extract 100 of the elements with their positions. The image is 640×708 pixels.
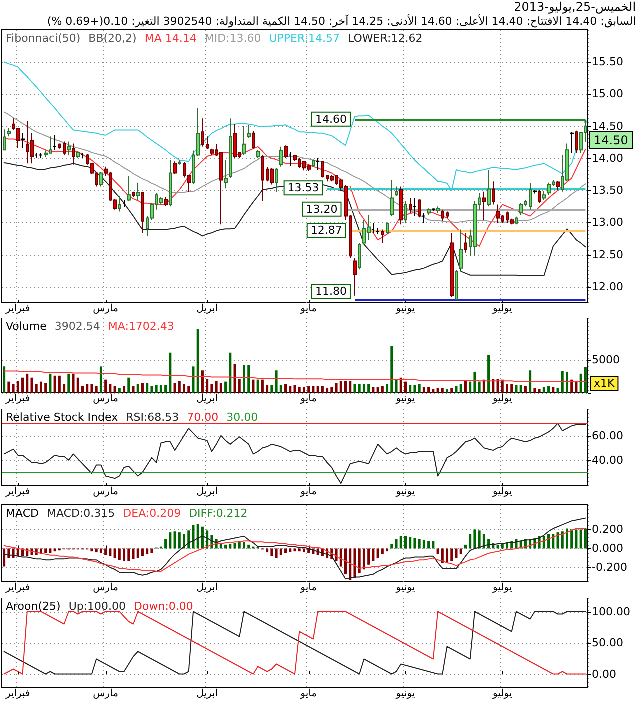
- bar: [464, 381, 467, 393]
- x-tick-label: فبراير: [4, 688, 31, 700]
- bar: [114, 386, 116, 393]
- x-tick-label: مايو: [300, 688, 318, 700]
- bar: [450, 388, 454, 393]
- bar: [95, 548, 98, 553]
- bar: [515, 385, 518, 393]
- y-tick-label: 12.50: [592, 248, 624, 262]
- y-tick-label: 13.00: [592, 216, 624, 230]
- bar: [136, 384, 140, 393]
- candlestick: [132, 191, 135, 198]
- y-tick-label: 14.00: [592, 152, 624, 165]
- candlestick: [330, 174, 334, 182]
- y-tick-label: 50.00: [592, 636, 624, 650]
- candlestick: [533, 189, 537, 194]
- candlestick: [141, 192, 144, 234]
- candlestick: [247, 124, 251, 140]
- bar: [49, 374, 52, 393]
- bar: [450, 548, 454, 562]
- bar: [136, 548, 140, 558]
- bar: [298, 387, 301, 393]
- bar: [123, 386, 126, 393]
- bar: [229, 352, 232, 393]
- text: DEA:0.209: [123, 507, 182, 520]
- y-tick-label: 0.00: [592, 668, 616, 681]
- line-series: [4, 528, 586, 572]
- bar: [132, 548, 135, 560]
- ref-line-label: 11.80: [315, 285, 347, 298]
- bar: [469, 382, 472, 393]
- bar: [390, 544, 394, 549]
- bar: [128, 378, 130, 393]
- bar: [542, 387, 546, 393]
- x-tick-label: فبراير: [4, 394, 31, 404]
- bar: [492, 379, 495, 393]
- candlestick: [376, 228, 380, 235]
- candlestick: [279, 146, 283, 168]
- bar: [54, 376, 56, 393]
- candlestick: [169, 160, 172, 208]
- y-tick-label: 0.000: [592, 542, 624, 556]
- series-label: DIFF:0.212: [189, 507, 248, 520]
- candlestick: [450, 232, 454, 298]
- bar: [368, 384, 370, 393]
- bar: [284, 548, 288, 554]
- candlestick: [556, 180, 560, 190]
- chart-subtitle: السابق: 14.40 الافتتاح: 14.40 الأعلى: 14.60 الأدنى: 14.25 آخر: 14.50 الكمية المتداولة: 3902540 التغير: 0.10(+0.69 %): [47, 14, 636, 28]
- bar: [548, 534, 550, 549]
- candlestick: [81, 152, 84, 159]
- candlestick: [492, 181, 495, 206]
- bar: [469, 534, 472, 549]
- candlestick: [353, 258, 357, 296]
- candlestick: [542, 190, 546, 201]
- y-tick-label: -0.200: [592, 561, 628, 574]
- candlestick: [441, 209, 444, 222]
- bar: [395, 380, 398, 393]
- bar: [381, 386, 384, 393]
- bar: [104, 380, 108, 393]
- bar: [501, 380, 504, 393]
- bar: [400, 378, 402, 393]
- bar: [109, 548, 112, 556]
- bar: [446, 389, 449, 393]
- bar: [302, 387, 306, 393]
- bar: [146, 548, 149, 554]
- bar: [298, 548, 301, 552]
- bar: [164, 539, 168, 549]
- y-tick-label: 12.00: [592, 280, 624, 294]
- bar: [428, 541, 430, 549]
- text: MACD:0.315: [46, 507, 116, 520]
- bar: [510, 384, 514, 393]
- bar: [215, 381, 218, 393]
- bar: [229, 544, 232, 549]
- x-tick-label: يوليو: [492, 486, 512, 498]
- line-series: [4, 611, 586, 675]
- bar: [210, 384, 214, 393]
- bar: [30, 378, 34, 393]
- bar: [270, 548, 274, 556]
- ref-line-label: 12.87: [310, 224, 342, 238]
- candlestick: [390, 180, 394, 217]
- candlestick: [242, 126, 246, 156]
- bar: [206, 379, 209, 393]
- x-tick-label: مايو: [300, 304, 318, 314]
- y-tick-label: 15.00: [592, 88, 624, 101]
- candlestick: [252, 130, 255, 150]
- x-tick-label: يوليو: [492, 582, 512, 594]
- bar: [496, 379, 500, 393]
- bar: [3, 366, 6, 393]
- x-tick-label: ابريل: [196, 394, 218, 404]
- bar: [63, 384, 66, 393]
- bar: [302, 548, 306, 553]
- bar: [344, 548, 348, 574]
- bar: [335, 383, 338, 393]
- candlestick: [39, 152, 43, 159]
- bar: [238, 379, 241, 393]
- candlestick: [72, 143, 75, 166]
- candlestick: [76, 152, 80, 159]
- candlestick: [127, 176, 131, 202]
- bar: [460, 384, 462, 393]
- x-tick-label: مارس: [93, 486, 119, 498]
- candlestick: [21, 132, 25, 149]
- bar: [474, 530, 476, 549]
- x-tick-label: يوليو: [492, 688, 512, 700]
